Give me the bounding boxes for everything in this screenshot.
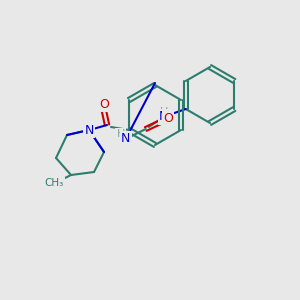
Text: N: N [159, 110, 168, 124]
Text: H: H [117, 129, 125, 139]
Text: O: O [163, 112, 173, 125]
Text: N: N [84, 124, 94, 136]
Text: CH₃: CH₃ [44, 178, 64, 188]
Text: O: O [99, 98, 109, 110]
Text: N: N [121, 133, 130, 146]
Text: H: H [160, 107, 168, 117]
